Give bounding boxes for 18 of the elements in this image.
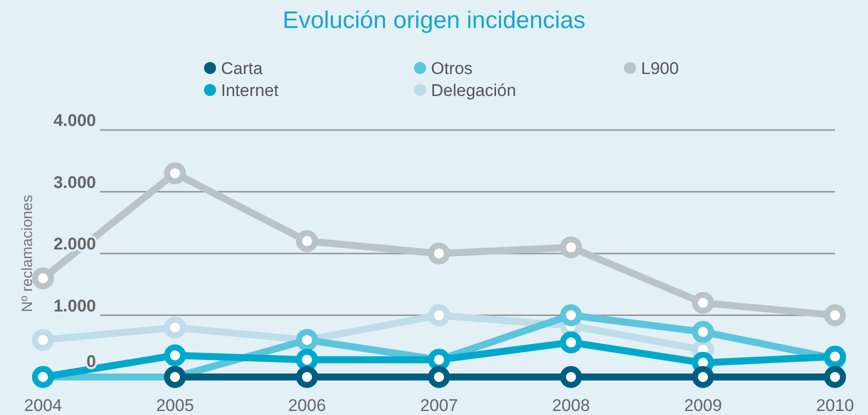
y-tick-label: 4.000 [53,111,96,130]
x-tick-label: 2004 [24,396,62,415]
legend-label: Otros [431,59,473,78]
legend-label: Internet [221,81,279,100]
y-tick-label: 3.000 [53,172,96,192]
chart-title: Evolución origen incidencias [282,7,586,34]
legend-label: L900 [641,59,679,78]
x-tick-label: 2010 [816,396,854,415]
legend-label: Delegación [431,81,516,100]
y-tick-label: 1.000 [53,296,96,316]
x-tick-label: 2007 [420,396,458,415]
x-tick-label: 2005 [156,396,194,415]
y-tick-label: 2.000 [53,234,96,254]
y-axis-title: Nº reclamaciones [19,194,36,312]
legend-label: Carta [221,59,264,78]
x-tick-label: 2006 [288,396,326,415]
x-tick-label: 2008 [552,396,590,415]
x-tick-label: 2009 [684,396,722,415]
